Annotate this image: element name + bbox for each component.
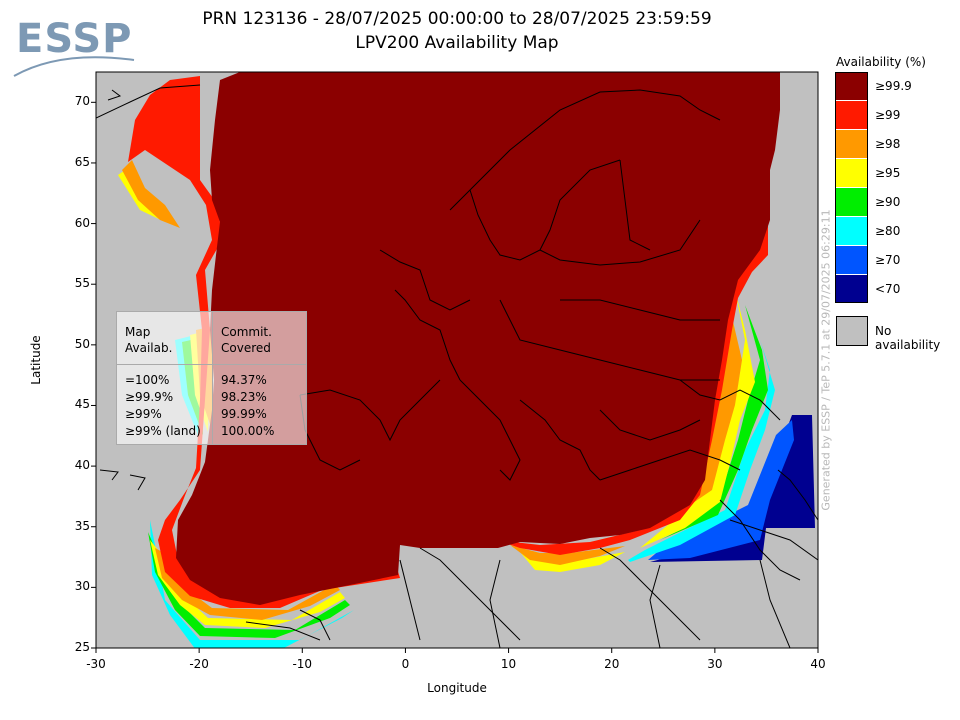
y-tick-label: 25 [74,640,90,654]
stats-value: 100.00% [221,424,275,438]
legend-label: ≥95 [875,166,901,180]
map-title: PRN 123136 - 28/07/2025 00:00:00 to 28/0… [202,9,712,29]
y-tick-label: 45 [74,397,90,412]
legend-label: ≥80 [875,224,901,238]
map-subtitle: LPV200 Availability Map [355,33,559,53]
stats-level: ≥99% [125,407,162,421]
stats-level: ≥99% (land) [125,424,201,438]
legend-swatch [836,72,868,100]
legend-swatch [836,188,868,216]
stats-header-left-line: Map [125,325,151,339]
stats-divider-horizontal [117,364,306,365]
stats-value: 94.37% [221,373,267,387]
stats-value: 99.99% [221,407,267,421]
legend-title: Availability (%) [836,55,926,69]
legend-label: ≥90 [875,195,901,209]
y-tick-label: 60 [74,215,90,230]
y-tick-label: 70 [74,94,90,109]
coverage-stats-table: Map Availab. Commit. Covered =100% ≥99.9… [116,311,307,445]
generated-by-note: Generated by ESSP / TeP 5.7.1 at 29/07/2… [819,209,833,511]
y-tick-label: 50 [74,336,90,351]
plot-frame [95,71,819,649]
x-tick-label: 40 [810,657,826,671]
stats-level: =100% [125,373,170,387]
coastlines [96,84,818,648]
band-ge99 [128,72,780,608]
stats-level: ≥99.9% [125,390,174,404]
legend-swatch [836,217,868,245]
band-ge999 [176,72,780,605]
logo-swoosh [13,56,135,77]
y-tick-label: 65 [74,154,90,169]
stats-header-right: Commit. Covered [221,324,272,356]
legend-label: ≥70 [875,253,901,267]
legend-swatch [836,130,868,158]
legend-label: ≥99.9 [875,79,912,93]
x-tick-label: 30 [707,657,723,671]
essp-logo: ESSP [10,10,140,80]
y-tick-label: 55 [74,276,90,291]
x-tick-label: -30 [86,657,106,671]
x-tick-label: 10 [500,657,517,671]
stats-header-left-line: Availab. [125,341,173,355]
stats-levels: =100% ≥99.9% ≥99% ≥99% (land) [125,372,201,440]
y-tick-label: 40 [74,458,90,473]
legend-label: ≥99 [875,108,901,122]
x-tick-label: 20 [604,657,620,671]
legend-label: <70 [875,282,901,296]
y-axis-label: Latitude [29,335,43,385]
legend-swatch [836,275,868,303]
x-tick-label: -10 [292,657,313,671]
legend-swatch [836,101,868,129]
legend-label-no-availability: No availability [875,324,941,352]
stats-divider-vertical [212,312,213,444]
x-axis-label: Longitude [427,681,487,695]
legend-swatch-no-availability [836,316,868,346]
y-tick-label: 35 [74,518,90,533]
stats-values: 94.37% 98.23% 99.99% 100.00% [221,372,274,440]
stats-header-left: Map Availab. [125,324,172,356]
legend-label: ≥98 [875,137,901,151]
legend-swatch [836,159,868,187]
stats-header-right-line: Covered [221,341,271,355]
x-tick-label: -20 [189,657,209,671]
logo-text: ESSP [16,16,133,62]
band-ge70 [648,420,794,560]
y-tick-label: 30 [74,579,90,594]
stats-header-right-line: Commit. [221,325,272,339]
legend-swatch [836,246,868,274]
x-tick-label: 0 [401,657,410,671]
stats-value: 98.23% [221,390,267,404]
band-lt70 [650,415,815,562]
